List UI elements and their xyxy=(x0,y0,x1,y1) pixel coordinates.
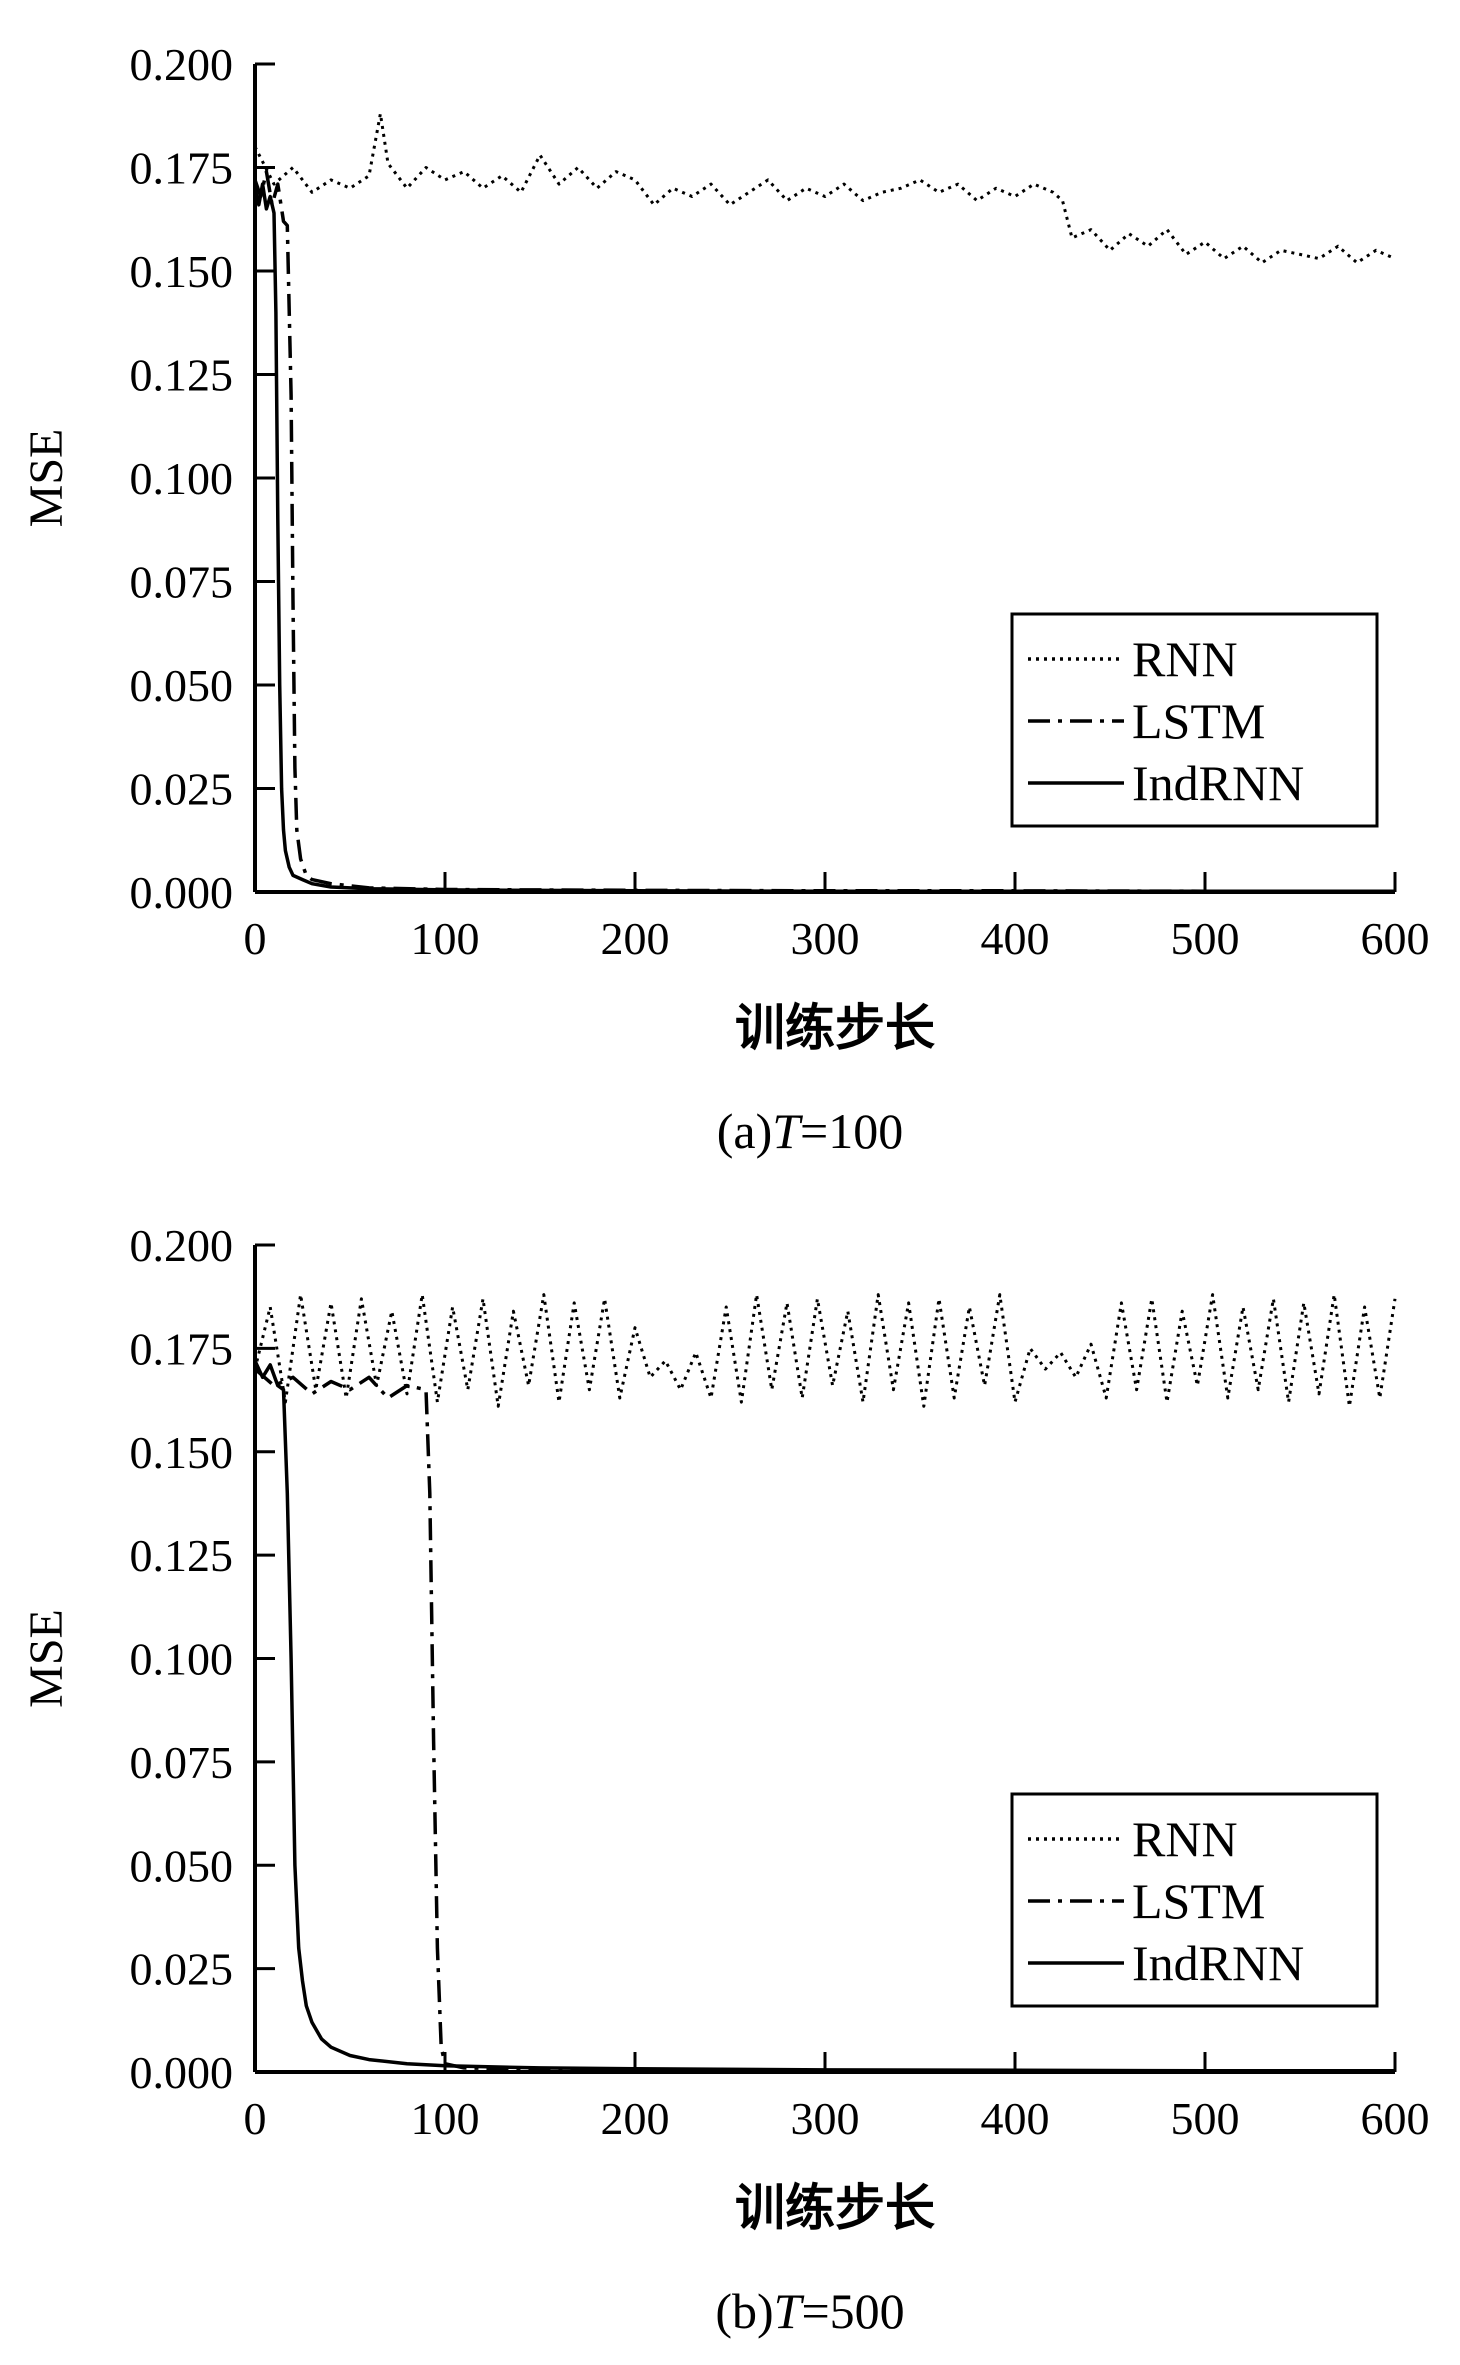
y-tick-label: 0.025 xyxy=(130,1944,234,1995)
y-tick-label: 0.175 xyxy=(130,143,234,194)
y-tick-label: 0.150 xyxy=(130,1427,234,1478)
y-tick-label: 0.150 xyxy=(130,246,234,297)
x-tick-label: 600 xyxy=(1361,913,1430,964)
y-tick-label: 0.050 xyxy=(130,1840,234,1891)
series-line-indrnn xyxy=(253,1360,1395,2073)
legend-label-indrnn: IndRNN xyxy=(1132,755,1304,811)
x-tick-label: 0 xyxy=(244,2093,267,2144)
chart-panel-a: 0.000 0.025 0.050 0.075 0.100 0.125 0.150 0.175… xyxy=(20,39,1430,1159)
x-tick-label: 400 xyxy=(981,2093,1050,2144)
x-tick-label: 300 xyxy=(791,2093,860,2144)
chart-panel-b: 0.000 0.025 0.050 0.075 0.100 0.125 0.150 0.175… xyxy=(20,1220,1430,2339)
y-tick-label: 0.200 xyxy=(130,39,234,90)
series-line-indrnn xyxy=(253,182,1395,893)
x-axis-title: 训练步长 xyxy=(735,2179,935,2237)
x-tick-label: 100 xyxy=(411,2093,480,2144)
legend-label-lstm: LSTM xyxy=(1132,693,1265,749)
y-tick-label: 0.200 xyxy=(130,1220,234,1271)
x-tick-label: 600 xyxy=(1361,2093,1430,2144)
panel-caption: (a)T=100 xyxy=(717,1103,904,1159)
y-axis-title: MSE xyxy=(20,1609,73,1708)
y-tick-label: 0.000 xyxy=(130,2047,234,2098)
x-tick-label: 300 xyxy=(791,913,860,964)
y-tick-label: 0.125 xyxy=(130,1530,234,1581)
y-tick-label: 0.125 xyxy=(130,350,234,401)
y-axis-title: MSE xyxy=(20,429,73,528)
y-tick-label: 0.000 xyxy=(130,867,234,918)
y-tick-label: 0.075 xyxy=(130,557,234,608)
series-line-rnn xyxy=(253,112,1396,265)
x-tick-label: 100 xyxy=(411,913,480,964)
legend-label-indrnn: IndRNN xyxy=(1132,1935,1304,1991)
x-axis-title: 训练步长 xyxy=(735,999,935,1057)
y-tick-label: 0.050 xyxy=(130,660,234,711)
series-line-rnn xyxy=(253,1293,1397,1408)
panel-caption: (b)T=500 xyxy=(715,2283,904,2339)
x-tick-label: 200 xyxy=(601,913,670,964)
y-tick-label: 0.075 xyxy=(130,1737,234,1788)
x-tick-label: 500 xyxy=(1171,2093,1240,2144)
y-tick-label: 0.175 xyxy=(130,1323,234,1374)
x-tick-label: 0 xyxy=(244,913,267,964)
y-tick-label: 0.100 xyxy=(130,1634,234,1685)
legend-label-lstm: LSTM xyxy=(1132,1873,1265,1929)
y-tick-label: 0.025 xyxy=(130,764,234,815)
x-tick-label: 200 xyxy=(601,2093,670,2144)
x-tick-label: 500 xyxy=(1171,913,1240,964)
x-tick-label: 400 xyxy=(981,913,1050,964)
legend-label-rnn: RNN xyxy=(1132,1811,1238,1867)
legend-label-rnn: RNN xyxy=(1132,631,1238,687)
y-tick-label: 0.100 xyxy=(130,453,234,504)
